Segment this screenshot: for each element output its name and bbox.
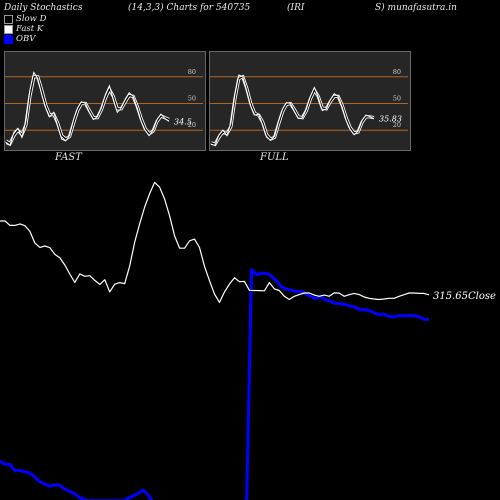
legend-item-slow-d: Slow D [4,14,46,24]
full-value-label: 35.83 [379,115,402,124]
fast-level-label-50: 50 [188,95,196,103]
ticker-part-b: S) munafasutra.in [375,3,457,13]
legend-label-obv: OBV [16,34,36,44]
fast-level-label-80: 80 [188,68,196,76]
fast-fast-k-line [5,71,170,146]
price-plot: 315.65Close [0,181,496,500]
full-panel-label: FULL [260,152,289,163]
full-level-label-50: 50 [393,95,401,103]
chart-params: (14,3,3) Charts for 540735 [128,3,251,13]
full-level-label-80: 80 [393,68,401,76]
legend-item-obv: OBV [4,34,46,44]
legend-swatch-fast-k [4,24,13,34]
fast-panel-label: FAST [55,152,82,163]
legend-swatch-obv [4,34,13,44]
legend-swatch-slow-d [4,14,13,24]
full-slow-d-outline [210,74,375,147]
ticker-part-a: (IRI [287,3,305,13]
obv-line [0,268,429,500]
fast-value-label: 34.5 [174,117,192,126]
full-slow-d-line [210,75,375,146]
fast-level-label-20: 20 [188,121,196,129]
legend: Slow D Fast K OBV [4,14,46,44]
legend-label-fast-k: Fast K [16,24,44,34]
close-line [0,181,430,303]
close-value-label: 315.65Close [433,291,496,302]
chart-title: Daily Stochastics [4,3,83,13]
full-fast-k-line [210,74,375,146]
legend-label-slow-d: Slow D [16,14,47,24]
legend-item-fast-k: Fast K [4,24,46,34]
full-level-label-20: 20 [393,121,401,129]
